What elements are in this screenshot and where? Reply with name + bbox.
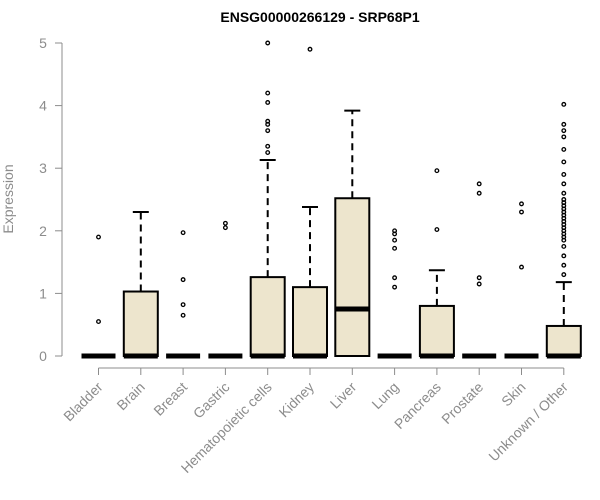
outlier-point bbox=[476, 181, 482, 187]
box-kidney bbox=[292, 46, 328, 359]
box-body bbox=[292, 286, 328, 358]
outlier-point bbox=[476, 190, 482, 196]
outlier-point bbox=[307, 46, 313, 52]
outlier-point bbox=[392, 284, 398, 290]
box-body bbox=[122, 290, 159, 357]
outlier-point bbox=[561, 190, 567, 196]
category-label: Brain bbox=[113, 379, 147, 413]
outlier-point bbox=[265, 40, 271, 46]
category-label: Skin bbox=[498, 379, 529, 410]
outlier-point bbox=[392, 245, 398, 251]
outlier-point bbox=[561, 181, 567, 187]
boxes bbox=[81, 40, 582, 359]
outlier-point bbox=[561, 121, 567, 127]
outlier-point bbox=[180, 277, 186, 283]
outlier-point bbox=[561, 243, 567, 249]
outlier-point bbox=[222, 225, 228, 231]
outlier-point bbox=[561, 146, 567, 152]
outlier-point bbox=[96, 234, 101, 240]
box-prostate bbox=[462, 181, 497, 359]
y-axis: 0 1 2 3 4 5 bbox=[39, 35, 63, 364]
y-tick-label: 4 bbox=[39, 98, 47, 114]
category-label: Pancreas bbox=[391, 379, 444, 432]
box-brain bbox=[122, 211, 159, 359]
category-label: Lung bbox=[368, 379, 401, 412]
outlier-point bbox=[392, 237, 398, 243]
outlier-point bbox=[561, 197, 567, 202]
box-pancreas bbox=[418, 168, 455, 359]
outlier-point bbox=[519, 209, 524, 215]
outlier-point bbox=[561, 172, 567, 177]
outlier-point bbox=[519, 201, 524, 207]
outlier-point bbox=[265, 90, 271, 96]
category-label: Breast bbox=[150, 379, 190, 419]
outlier-point bbox=[265, 118, 271, 124]
box-body bbox=[334, 197, 371, 357]
outlier-point bbox=[519, 264, 524, 270]
outlier-point bbox=[561, 253, 567, 259]
outlier-point bbox=[96, 319, 101, 325]
outlier-point bbox=[476, 281, 482, 287]
outlier-point bbox=[561, 128, 567, 134]
box-breast bbox=[166, 230, 201, 359]
y-tick-label: 5 bbox=[39, 35, 47, 51]
box-bladder bbox=[81, 234, 116, 359]
box-liver bbox=[334, 109, 371, 357]
outlier-point bbox=[180, 312, 186, 318]
outlier-point bbox=[265, 143, 271, 149]
y-tick-label: 1 bbox=[39, 285, 47, 301]
box-lung bbox=[377, 228, 412, 359]
y-tick-label: 2 bbox=[39, 223, 47, 239]
outlier-point bbox=[392, 275, 398, 281]
category-label: Liver bbox=[327, 379, 360, 412]
outlier-point bbox=[392, 228, 398, 234]
box-body bbox=[249, 276, 286, 357]
category-label: Kidney bbox=[276, 379, 318, 421]
outlier-point bbox=[434, 168, 440, 174]
outlier-point bbox=[561, 262, 567, 268]
chart-title: ENSG00000266129 - SRP68P1 bbox=[220, 9, 419, 25]
box-body bbox=[418, 304, 455, 358]
outlier-point bbox=[265, 128, 271, 134]
box-body bbox=[545, 324, 582, 357]
category-label: Bladder bbox=[60, 379, 106, 425]
outlier-point bbox=[476, 275, 482, 281]
outlier-point bbox=[180, 302, 186, 308]
category-label: Prostate bbox=[438, 379, 486, 427]
y-axis-label: Expression bbox=[0, 164, 16, 233]
outlier-point bbox=[561, 101, 567, 107]
y-tick-label: 0 bbox=[39, 348, 47, 364]
outlier-point bbox=[265, 100, 271, 105]
box-hematopoietic-cells bbox=[249, 40, 286, 359]
box-gastric bbox=[208, 220, 243, 359]
outlier-point bbox=[561, 159, 567, 165]
outlier-point bbox=[222, 220, 228, 226]
y-tick-label: 3 bbox=[39, 160, 47, 176]
box-skin bbox=[504, 201, 539, 359]
outlier-point bbox=[180, 230, 186, 236]
outlier-point bbox=[561, 272, 567, 278]
category-label: Unknown / Other bbox=[485, 379, 571, 465]
outlier-point bbox=[561, 134, 567, 140]
outlier-point bbox=[434, 227, 440, 232]
box-unknown-other bbox=[545, 101, 582, 359]
outlier-point bbox=[265, 150, 271, 155]
